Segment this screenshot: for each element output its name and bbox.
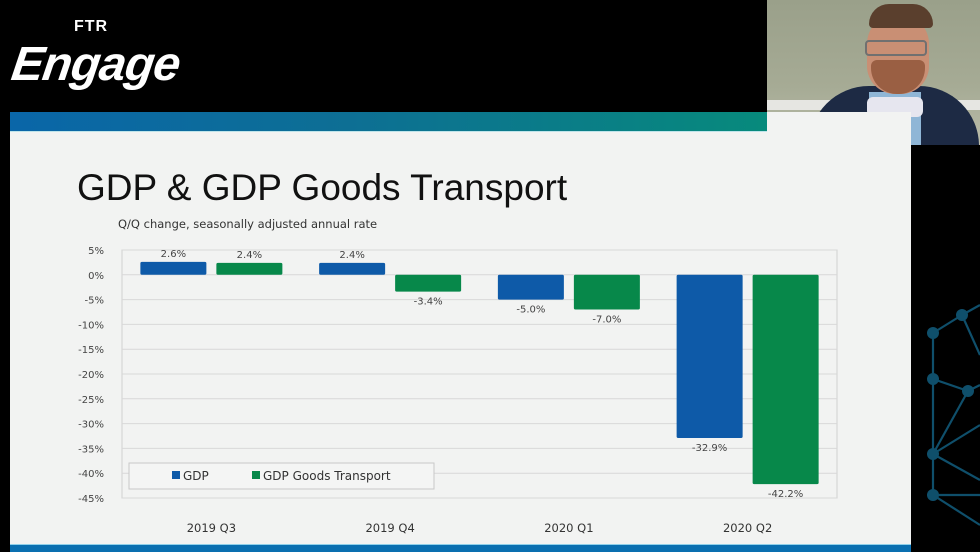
y-tick-label: -5% xyxy=(85,296,104,307)
data-label: -42.2% xyxy=(768,489,803,500)
y-tick-label: -10% xyxy=(78,320,104,331)
bar-gdp xyxy=(497,274,564,300)
x-axis-ticks: 2019 Q3 2019 Q4 2020 Q1 2020 Q2 xyxy=(187,521,773,535)
bar-gdp xyxy=(676,274,743,438)
y-tick-label: -20% xyxy=(78,370,104,381)
legend-label: GDP Goods Transport xyxy=(263,469,391,483)
y-tick-label: -35% xyxy=(78,444,104,455)
y-tick-label: -45% xyxy=(78,494,104,505)
slide-title: GDP & GDP Goods Transport xyxy=(77,167,568,208)
slide-footer-band xyxy=(10,544,911,552)
data-labels: 2.6% 2.4% 2.4% -3.4% -5.0% -7.0% -32.9% -42.2% xyxy=(161,249,804,500)
slide-header-band xyxy=(10,112,767,132)
data-label: 2.6% xyxy=(161,249,186,260)
y-tick-label: 5% xyxy=(88,246,104,257)
data-label: -5.0% xyxy=(516,305,545,316)
legend-swatch-gdp xyxy=(172,471,180,479)
slide-subtitle: Q/Q change, seasonally adjusted annual r… xyxy=(118,217,378,231)
data-label: -3.4% xyxy=(414,297,443,308)
legend-label: GDP xyxy=(183,469,209,483)
bars xyxy=(140,261,819,485)
x-tick-label: 2019 Q4 xyxy=(365,521,414,535)
logo-ftr-text: FTR xyxy=(74,18,109,35)
y-tick-label: 0% xyxy=(88,271,104,282)
data-label: 2.4% xyxy=(339,250,364,261)
network-decoration-graphic xyxy=(927,304,980,526)
presenter-hair xyxy=(869,4,933,28)
bar-gdp xyxy=(319,262,386,275)
y-tick-label: -15% xyxy=(78,345,104,356)
bar-gdp-goods-transport xyxy=(573,274,640,310)
x-tick-label: 2019 Q3 xyxy=(187,521,236,535)
bar-gdp-goods-transport xyxy=(395,274,462,292)
y-tick-label: -25% xyxy=(78,395,104,406)
bar-gdp xyxy=(140,261,207,275)
data-label: -32.9% xyxy=(692,443,727,454)
x-tick-label: 2020 Q1 xyxy=(544,521,593,535)
bar-gdp-goods-transport xyxy=(216,262,283,275)
data-label: 2.4% xyxy=(237,250,262,261)
legend: GDP GDP Goods Transport xyxy=(128,462,435,490)
y-tick-label: -30% xyxy=(78,420,104,431)
ftr-engage-logo: FTR Engage xyxy=(8,18,240,98)
y-axis-ticks: 5% 0% -5% -10% -15% -20% -25% -30% -35% -40% -45% xyxy=(78,246,104,505)
presenter-glasses xyxy=(865,40,927,56)
y-tick-label: -40% xyxy=(78,469,104,480)
bar-gdp-goods-transport xyxy=(752,274,819,485)
legend-box xyxy=(128,462,435,490)
x-tick-label: 2020 Q2 xyxy=(723,521,772,535)
data-label: -7.0% xyxy=(592,315,621,326)
legend-swatch-gdp-goods-transport xyxy=(252,471,260,479)
